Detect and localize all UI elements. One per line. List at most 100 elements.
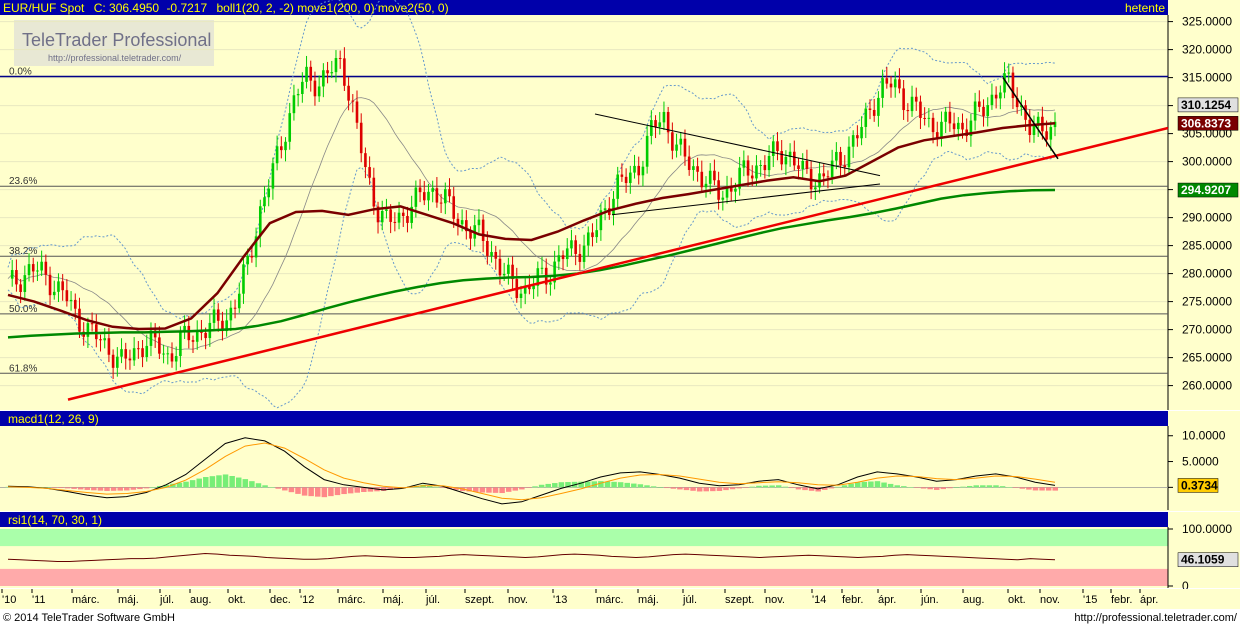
- candle-body: [851, 135, 855, 147]
- candle-body: [52, 291, 56, 296]
- candle-body: [313, 80, 317, 97]
- macd-hist-bar: [183, 481, 189, 488]
- candle-body: [465, 220, 468, 232]
- macd-hist-bar: [288, 487, 295, 493]
- candle-body: [734, 188, 737, 192]
- macd-hist-bar: [624, 482, 630, 488]
- candle-body: [948, 111, 952, 124]
- candle-body: [919, 101, 922, 118]
- macd-hist-bar: [321, 487, 328, 498]
- price-tick-label: 315.0000: [1182, 71, 1232, 85]
- x-tick-label: ápr.: [878, 594, 896, 606]
- candle-body: [141, 348, 144, 358]
- candle-body: [637, 165, 641, 176]
- candle-body: [107, 338, 111, 355]
- candle-body: [216, 309, 220, 321]
- macd-hist-bar: [631, 483, 637, 488]
- macd-hist-bar: [295, 487, 301, 494]
- candle-body: [877, 97, 880, 116]
- macd-hist-bar: [45, 487, 51, 488]
- macd-tag-value: 0.3734: [1181, 478, 1218, 492]
- rsi-axis: 100.0000 0: [1167, 522, 1232, 593]
- macd-hist-bar: [927, 487, 933, 490]
- price-tick-label: 280.0000: [1182, 267, 1232, 281]
- macd-tag-box: [1177, 478, 1219, 493]
- macd-hist-bar: [887, 483, 894, 488]
- candle-body: [162, 353, 165, 355]
- candle-body: [153, 330, 157, 338]
- candle-body: [978, 101, 981, 107]
- macd-hist-bar: [940, 487, 947, 490]
- candle-body: [494, 251, 498, 259]
- candle-body: [431, 188, 434, 192]
- candle-body: [368, 167, 371, 178]
- macd-hist-bar: [663, 487, 670, 489]
- candle-body: [708, 170, 712, 184]
- macd-hist-bar: [440, 487, 446, 488]
- macd-hist-bar: [512, 487, 519, 491]
- macd-hist-bar: [394, 487, 400, 489]
- candle-body: [692, 166, 695, 170]
- x-tick-label: '14: [812, 594, 826, 606]
- candle-body: [1028, 119, 1032, 135]
- candle-body: [973, 101, 977, 121]
- macd-hist-bar: [229, 476, 235, 488]
- macd-hist-bar: [308, 487, 314, 497]
- candle-body: [124, 349, 128, 359]
- macd-hist-bar: [341, 487, 347, 495]
- candle-body: [237, 293, 241, 309]
- candle-body: [641, 166, 645, 176]
- ma200-line: [7, 188, 1056, 339]
- macd-hist-bar: [130, 487, 137, 490]
- macd-hist-bar: [519, 487, 525, 490]
- candle-body: [586, 232, 590, 246]
- macd-hist-bar: [1032, 487, 1039, 491]
- macd-hist-bar: [453, 487, 459, 490]
- candle-body: [469, 231, 472, 239]
- candle-body: [750, 175, 754, 179]
- candle-body: [19, 284, 22, 292]
- macd-hist-bar: [795, 487, 802, 490]
- candle-body: [986, 105, 990, 117]
- candle-body: [195, 330, 199, 342]
- price-value-tags: 310.1254 306.8373 294.9207: [1177, 97, 1239, 198]
- macd-title: macd1(12, 26, 9): [8, 412, 99, 426]
- x-tick-label: ápr.: [1140, 594, 1158, 606]
- macd-hist-bar: [999, 486, 1006, 488]
- candle-body: [923, 117, 926, 119]
- candle-body: [868, 108, 872, 110]
- logo-url: http://professional.teletrader.com/: [48, 53, 182, 63]
- footer-url: http://professional.teletrader.com/: [1074, 612, 1238, 624]
- candle-body: [1049, 127, 1053, 140]
- bollinger-upper: [7, 0, 1056, 320]
- fib-label: 38.2%: [9, 246, 37, 257]
- candle-body: [174, 356, 178, 362]
- candle-body: [322, 70, 325, 87]
- macd-hist-bar: [901, 486, 907, 488]
- macd-hist-bar: [611, 481, 617, 488]
- candle-body: [767, 155, 771, 171]
- x-tick-label: márc.: [596, 594, 624, 606]
- candle-body: [427, 191, 430, 201]
- x-tick-label: szept.: [725, 594, 754, 606]
- candle-body: [414, 187, 418, 207]
- candle-body: [704, 183, 708, 188]
- candle-body: [280, 146, 283, 151]
- macd-hist-bar: [84, 487, 91, 490]
- candle-body: [629, 172, 632, 184]
- candle-body: [843, 165, 847, 168]
- macd-hist-bar: [235, 477, 242, 488]
- x-tick-label: '10: [2, 594, 16, 606]
- candle-body: [780, 151, 783, 165]
- candle-body: [675, 144, 678, 151]
- candle-body: [881, 78, 884, 98]
- candle-body: [86, 323, 90, 337]
- bollinger-middle: [7, 97, 1056, 351]
- macd-hist-bar: [189, 480, 196, 488]
- macd-panel-bg: [0, 411, 1240, 511]
- macd-hist-bar: [677, 487, 683, 490]
- macd-hist-bar: [387, 487, 393, 490]
- macd-hist-bar: [117, 487, 123, 491]
- macd-hist-bar: [914, 487, 920, 488]
- macd-hist-bar: [874, 481, 881, 488]
